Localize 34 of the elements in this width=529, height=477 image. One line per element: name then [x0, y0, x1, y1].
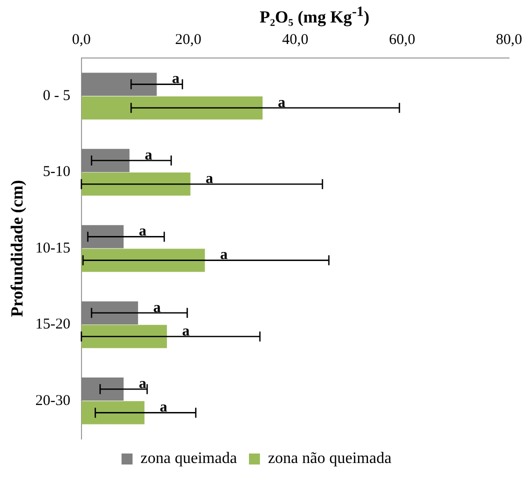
x-tick-label: 20,0 — [175, 32, 202, 48]
x-tick-label: 80,0 — [496, 32, 522, 48]
y-tick-label: 15-20 — [35, 316, 70, 333]
bar — [81, 72, 157, 96]
x-tick-label: 60,0 — [388, 32, 416, 48]
legend-label: zona queimada — [140, 450, 237, 468]
data-label: a — [206, 170, 214, 187]
data-label: a — [182, 323, 190, 340]
bar — [81, 324, 167, 348]
bar — [81, 172, 190, 196]
bar — [81, 148, 130, 172]
data-label: a — [220, 247, 228, 264]
y-tick-label: 20-30 — [35, 392, 70, 409]
bar — [81, 96, 263, 120]
y-axis-title: Profundidade (cm) — [8, 180, 27, 318]
data-label: a — [138, 376, 147, 392]
bar — [81, 401, 144, 424]
data-label: a — [153, 300, 162, 316]
data-label: a — [172, 71, 180, 88]
data-label: a — [160, 400, 168, 416]
y-tick-label: 0 - 5 — [42, 88, 70, 104]
bar — [81, 225, 124, 248]
y-tick-label: 10-15 — [35, 240, 70, 256]
bar — [81, 378, 124, 401]
bar — [81, 248, 205, 272]
y-tick-label: 5-10 — [42, 164, 70, 180]
data-label: a — [138, 224, 147, 240]
x-tick-label: 0,0 — [72, 32, 91, 48]
bar — [81, 301, 138, 324]
chart-title: P₂O₅ (mg Kg$^{-1}$) — [258, 4, 370, 28]
legend-label: zona não queimada — [268, 450, 392, 468]
x-tick-label: 40,0 — [282, 32, 308, 48]
data-label: a — [144, 147, 153, 164]
data-label: a — [278, 94, 286, 111]
